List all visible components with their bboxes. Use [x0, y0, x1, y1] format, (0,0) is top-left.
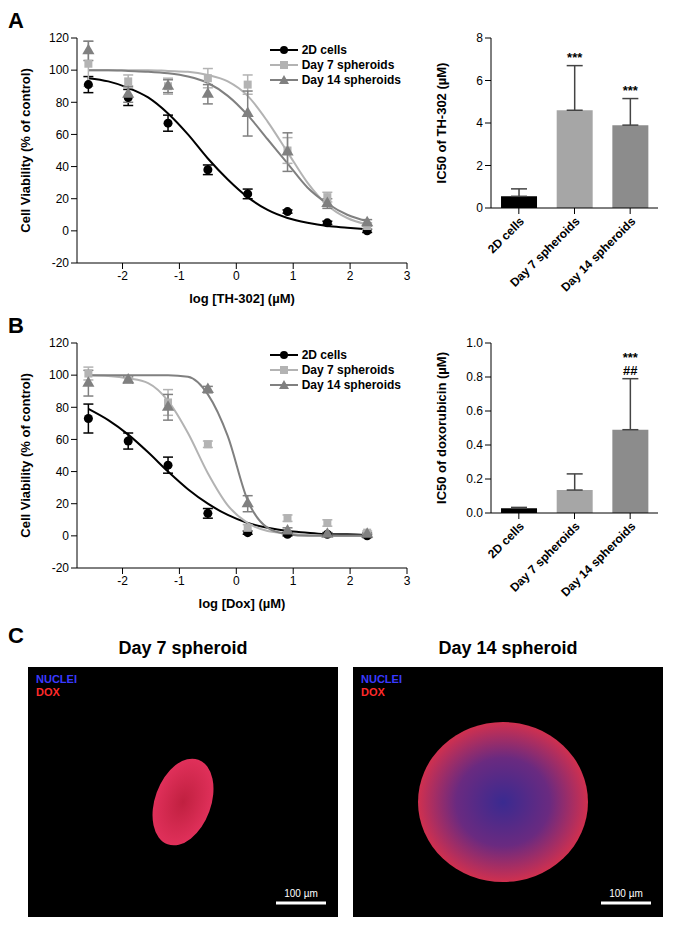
svg-text:NUCLEI: NUCLEI [36, 673, 77, 685]
svg-text:1: 1 [290, 574, 297, 588]
html-text:B: B [8, 313, 24, 338]
svg-text:80: 80 [56, 96, 70, 110]
svg-text:Day 7 spheroids: Day 7 spheroids [507, 519, 583, 595]
svg-text:100: 100 [49, 368, 69, 382]
svg-text:Day 7 spheroids: Day 7 spheroids [507, 214, 583, 290]
svg-text:0.2: 0.2 [466, 472, 483, 486]
html-text:Day 14 spheroids: Day 14 spheroids [301, 377, 401, 392]
svg-text:***: *** [567, 50, 583, 65]
html-text:Day 14 spheroids: Day 14 spheroids [301, 72, 401, 87]
svg-text:Day 14 spheroids: Day 14 spheroids [558, 214, 638, 294]
svg-text:2D cells: 2D cells [485, 519, 527, 561]
svg-text:20: 20 [56, 497, 70, 511]
svg-text:-2: -2 [117, 269, 128, 283]
svg-text:-20: -20 [52, 561, 70, 575]
svg-text:0.6: 0.6 [466, 404, 483, 418]
svg-text:4: 4 [476, 116, 483, 130]
svg-text:IC50 of doxorubicin (µM): IC50 of doxorubicin (µM) [434, 352, 449, 504]
svg-text:-1: -1 [174, 269, 185, 283]
svg-text:0: 0 [62, 224, 69, 238]
svg-text:100 µm: 100 µm [609, 888, 643, 899]
html-text:2D cells: 2D cells [301, 347, 347, 362]
html-text:Day 7 spheroids: Day 7 spheroids [301, 362, 395, 377]
svg-text:120: 120 [49, 31, 69, 45]
svg-text:0: 0 [62, 529, 69, 543]
html-text:C: C [8, 623, 24, 648]
html-text:Day 7 spheroid: Day 7 spheroid [118, 638, 248, 658]
svg-text:2: 2 [476, 159, 483, 173]
svg-text:80: 80 [56, 401, 70, 415]
svg-text:0.0: 0.0 [466, 506, 483, 520]
svg-text:3: 3 [404, 269, 411, 283]
svg-text:Day 14 spheroids: Day 14 spheroids [558, 519, 638, 599]
svg-text:60: 60 [56, 433, 70, 447]
svg-text:-2: -2 [117, 574, 128, 588]
svg-text:DOX: DOX [361, 686, 386, 698]
svg-text:120: 120 [49, 336, 69, 350]
svg-text:DOX: DOX [36, 686, 61, 698]
svg-text:0.8: 0.8 [466, 370, 483, 384]
svg-text:NUCLEI: NUCLEI [361, 673, 402, 685]
svg-text:3: 3 [404, 574, 411, 588]
svg-text:40: 40 [56, 465, 70, 479]
svg-text:40: 40 [56, 160, 70, 174]
svg-text:IC50 of TH-302 (µM): IC50 of TH-302 (µM) [434, 63, 449, 184]
svg-text:log [Dox] (µM): log [Dox] (µM) [199, 596, 286, 611]
svg-text:2: 2 [347, 574, 354, 588]
svg-text:0: 0 [233, 574, 240, 588]
svg-text:2D cells: 2D cells [485, 214, 527, 256]
svg-text:##: ## [623, 363, 638, 378]
svg-text:8: 8 [476, 31, 483, 45]
svg-text:0: 0 [233, 269, 240, 283]
svg-text:0: 0 [476, 201, 483, 215]
svg-text:2: 2 [347, 269, 354, 283]
svg-text:6: 6 [476, 74, 483, 88]
html-text:Day 7 spheroids: Day 7 spheroids [301, 57, 395, 72]
svg-text:Cell Viability (% of control): Cell Viability (% of control) [18, 68, 33, 232]
svg-text:1.0: 1.0 [466, 336, 483, 350]
svg-text:20: 20 [56, 192, 70, 206]
svg-text:100: 100 [49, 63, 69, 77]
svg-text:Cell Viability (% of control): Cell Viability (% of control) [18, 373, 33, 537]
svg-text:-20: -20 [52, 256, 70, 270]
svg-text:-1: -1 [174, 574, 185, 588]
svg-text:1: 1 [290, 269, 297, 283]
html-text:Day 14 spheroid: Day 14 spheroid [438, 638, 578, 658]
html-text:2D cells: 2D cells [301, 42, 347, 57]
html-text:A: A [8, 8, 24, 33]
svg-text:log [TH-302] (µM): log [TH-302] (µM) [189, 291, 295, 306]
svg-text:0.4: 0.4 [466, 438, 483, 452]
svg-text:60: 60 [56, 128, 70, 142]
svg-text:100 µm: 100 µm [284, 888, 318, 899]
svg-text:***: *** [623, 83, 639, 98]
